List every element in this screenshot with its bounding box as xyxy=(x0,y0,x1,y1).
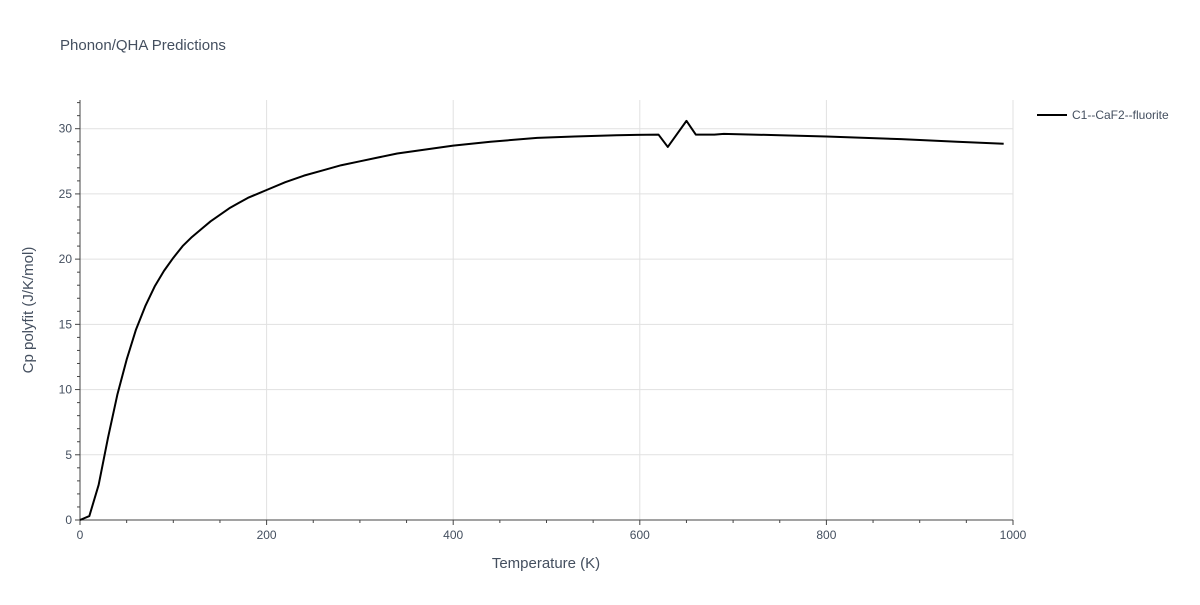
y-tick-label: 15 xyxy=(59,317,73,331)
y-tick-label: 10 xyxy=(59,383,73,397)
axes: 0 200 400 600 800 1000 0 5 10 15 20 25 30 xyxy=(59,100,1027,542)
y-tick-label: 5 xyxy=(65,448,72,462)
y-tick-label: 25 xyxy=(59,187,73,201)
series-layer xyxy=(79,119,1004,521)
legend-label: C1--CaF2--fluorite xyxy=(1072,108,1169,122)
legend[interactable]: C1--CaF2--fluorite xyxy=(1037,108,1169,122)
y-tick-label: 0 xyxy=(65,513,72,527)
x-tick-label: 600 xyxy=(630,528,650,542)
series-line[interactable] xyxy=(79,119,1004,521)
x-axis-title: Temperature (K) xyxy=(492,555,600,572)
x-tick-label: 0 xyxy=(77,528,84,542)
y-tick-label: 20 xyxy=(59,252,73,266)
gridlines xyxy=(80,100,1014,520)
legend-item[interactable]: C1--CaF2--fluorite xyxy=(1037,108,1169,122)
x-tick-label: 200 xyxy=(257,528,277,542)
x-tick-label: 800 xyxy=(816,528,836,542)
x-tick-label: 400 xyxy=(443,528,463,542)
y-tick-label: 30 xyxy=(59,122,73,136)
y-axis-title: Cp polyfit (J/K/mol) xyxy=(20,247,37,374)
chart-title: Phonon/QHA Predictions xyxy=(60,37,226,54)
x-tick-label: 1000 xyxy=(1000,528,1027,542)
